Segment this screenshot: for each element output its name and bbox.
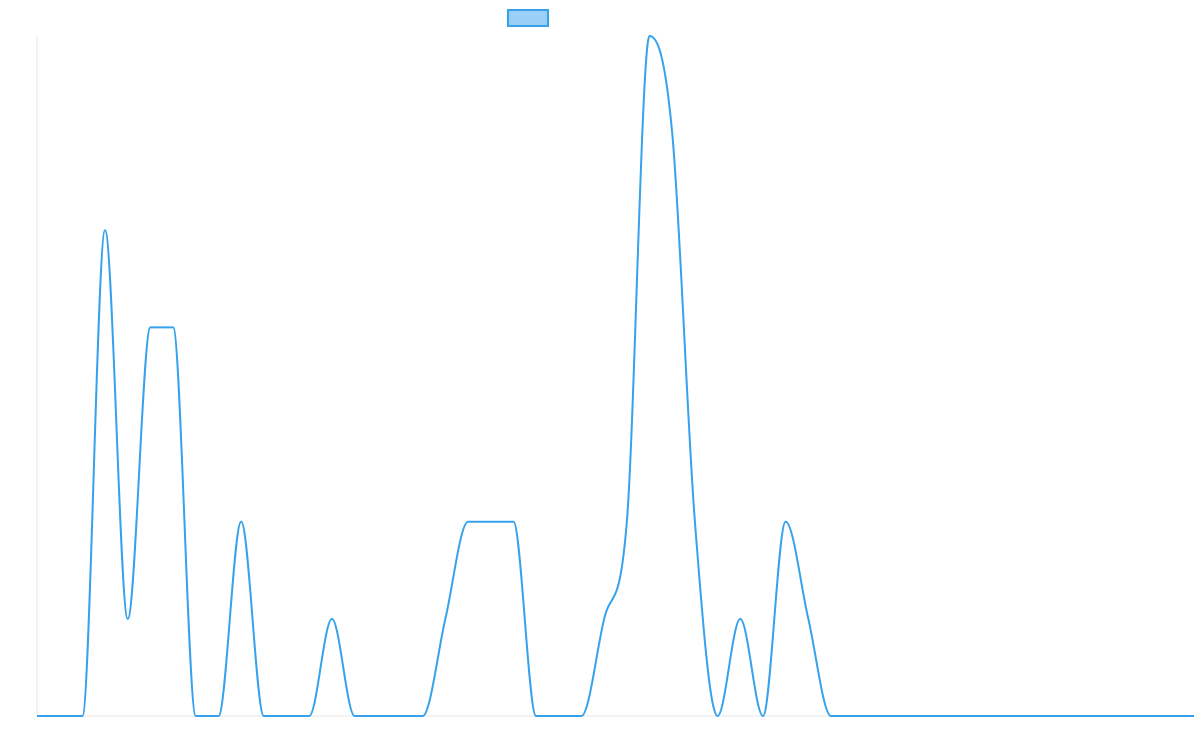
data-point-37[interactable] (873, 713, 879, 719)
data-point-21[interactable] (510, 519, 516, 525)
data-point-28[interactable] (669, 130, 675, 136)
data-point-26[interactable] (624, 519, 630, 525)
data-point-31[interactable] (737, 616, 743, 622)
data-point-39[interactable] (919, 713, 925, 719)
series-layer (34, 33, 1197, 719)
series-line-0 (37, 35, 1194, 717)
data-point-12[interactable] (306, 713, 312, 719)
data-point-14[interactable] (352, 713, 358, 719)
data-point-47[interactable] (1100, 713, 1106, 719)
data-point-27[interactable] (647, 33, 653, 39)
data-point-6[interactable] (170, 324, 176, 330)
data-point-30[interactable] (715, 713, 721, 719)
data-point-17[interactable] (420, 713, 426, 719)
data-point-29[interactable] (692, 519, 698, 525)
data-point-10[interactable] (261, 713, 267, 719)
data-point-3[interactable] (102, 227, 108, 233)
data-point-19[interactable] (465, 519, 471, 525)
data-point-33[interactable] (783, 519, 789, 525)
data-point-25[interactable] (601, 616, 607, 622)
data-point-35[interactable] (828, 713, 834, 719)
data-point-22[interactable] (533, 713, 539, 719)
data-point-51[interactable] (1191, 713, 1197, 719)
data-point-34[interactable] (805, 616, 811, 622)
data-point-4[interactable] (125, 616, 131, 622)
data-point-18[interactable] (442, 616, 448, 622)
data-point-41[interactable] (964, 713, 970, 719)
data-point-2[interactable] (79, 713, 85, 719)
data-point-42[interactable] (987, 713, 993, 719)
data-point-36[interactable] (851, 713, 857, 719)
data-point-7[interactable] (193, 713, 199, 719)
data-point-16[interactable] (397, 713, 403, 719)
data-point-49[interactable] (1146, 713, 1152, 719)
data-point-15[interactable] (374, 713, 380, 719)
axes (36, 36, 1194, 717)
data-point-8[interactable] (215, 713, 221, 719)
data-point-1[interactable] (57, 713, 63, 719)
data-point-32[interactable] (760, 713, 766, 719)
data-point-38[interactable] (896, 713, 902, 719)
legend[interactable] (507, 9, 549, 27)
data-point-48[interactable] (1123, 713, 1129, 719)
data-point-20[interactable] (488, 519, 494, 525)
data-point-40[interactable] (941, 713, 947, 719)
data-point-9[interactable] (238, 519, 244, 525)
data-point-5[interactable] (147, 324, 153, 330)
data-point-23[interactable] (556, 713, 562, 719)
legend-swatch[interactable] (507, 9, 549, 27)
data-point-13[interactable] (329, 616, 335, 622)
data-point-0[interactable] (34, 713, 40, 719)
data-point-43[interactable] (1010, 713, 1016, 719)
data-point-46[interactable] (1078, 713, 1084, 719)
data-point-24[interactable] (578, 713, 584, 719)
data-point-44[interactable] (1032, 713, 1038, 719)
data-point-45[interactable] (1055, 713, 1061, 719)
data-point-50[interactable] (1168, 713, 1174, 719)
data-point-11[interactable] (284, 713, 290, 719)
